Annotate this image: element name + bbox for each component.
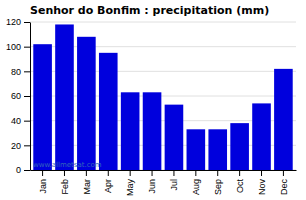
x-tick-mark — [239, 170, 240, 176]
x-tick-mark — [86, 170, 87, 176]
y-tick-mark — [24, 96, 30, 97]
x-tick-mark — [195, 170, 196, 176]
bar — [77, 37, 96, 170]
y-tick-label: 40 — [11, 116, 21, 126]
chart: 0 20 40 60 80 100 120 Jan Feb Mar Apr May Jun Jul Aug S… — [0, 0, 306, 200]
y-tick: 80 — [11, 67, 30, 77]
bar — [143, 92, 162, 170]
y-tick-label: 60 — [11, 91, 21, 101]
bars — [33, 24, 292, 170]
x-tick: Oct — [235, 170, 245, 193]
y-axis-line — [30, 23, 31, 171]
x-tick-label: Jan — [38, 179, 48, 194]
y-tick-mark — [24, 22, 30, 23]
x-tick-label: Jun — [147, 179, 157, 194]
x-tick-label: Aug — [191, 179, 201, 195]
bar — [165, 105, 184, 170]
x-tick: Mar — [82, 170, 92, 195]
y-tick: 100 — [6, 42, 30, 52]
y-tick-mark — [24, 145, 30, 146]
y-axis: 0 20 40 60 80 100 120 — [6, 17, 31, 175]
title: Senhor do Bonfim : precipitation (mm) — [30, 4, 269, 17]
x-tick-mark — [64, 170, 65, 176]
bar — [55, 24, 74, 170]
x-tick-label: Feb — [60, 179, 70, 195]
y-tick: 20 — [11, 141, 30, 151]
y-tick-label: 100 — [6, 42, 21, 52]
grid-line — [30, 22, 296, 23]
y-tick-mark — [24, 47, 30, 48]
y-tick-mark — [24, 121, 30, 122]
plot: 0 20 40 60 80 100 120 Jan Feb Mar Apr May Jun Jul Aug S… — [6, 17, 297, 196]
bar — [99, 53, 118, 170]
x-tick-mark — [130, 170, 131, 176]
y-tick-label: 120 — [6, 17, 21, 27]
x-tick: Sep — [213, 170, 223, 195]
y-tick: 120 — [6, 17, 30, 27]
y-tick-mark — [24, 71, 30, 72]
x-tick: Jul — [169, 170, 179, 191]
grid — [30, 22, 296, 170]
bar — [33, 44, 52, 170]
x-tick-mark — [152, 170, 153, 176]
x-tick-label: Oct — [235, 179, 245, 194]
y-tick-label: 20 — [11, 141, 21, 151]
x-tick-label: Sep — [213, 179, 223, 195]
x-tick: Aug — [191, 170, 201, 195]
x-tick-label: Mar — [82, 179, 92, 195]
y-tick-mark — [24, 170, 30, 171]
x-tick: May — [125, 170, 135, 196]
bar — [252, 103, 271, 170]
x-tick: Feb — [60, 170, 70, 195]
x-tick-label: May — [125, 179, 135, 197]
x-tick-label: Nov — [257, 179, 267, 196]
x-tick-label: Jul — [169, 179, 179, 191]
y-tick: 40 — [11, 116, 30, 126]
x-tick: Dec — [279, 170, 289, 195]
x-tick: Apr — [103, 170, 113, 193]
x-axis-line — [31, 170, 297, 171]
x-tick: Jun — [147, 170, 157, 194]
x-tick-label: Apr — [103, 179, 113, 193]
annotation: www.allmetsat.com — [33, 161, 102, 169]
x-tick: Jan — [38, 170, 48, 194]
bar — [274, 69, 293, 170]
x-tick-mark — [261, 170, 262, 176]
x-tick-mark — [173, 170, 174, 176]
x-tick: Nov — [257, 170, 267, 195]
bar — [187, 129, 206, 170]
bar — [121, 92, 140, 170]
y-tick: 60 — [11, 91, 30, 101]
x-tick-mark — [217, 170, 218, 176]
y-tick: 0 — [16, 165, 30, 175]
x-axis: Jan Feb Mar Apr May Jun Jul Aug Sep Oct Nov Dec — [31, 170, 297, 196]
bar — [230, 123, 249, 170]
bar — [208, 129, 227, 170]
x-tick-mark — [108, 170, 109, 176]
x-tick-label: Dec — [279, 179, 289, 196]
x-tick-mark — [42, 170, 43, 176]
x-tick-mark — [283, 170, 284, 176]
y-tick-label: 80 — [11, 67, 21, 77]
y-tick-label: 0 — [16, 165, 21, 175]
